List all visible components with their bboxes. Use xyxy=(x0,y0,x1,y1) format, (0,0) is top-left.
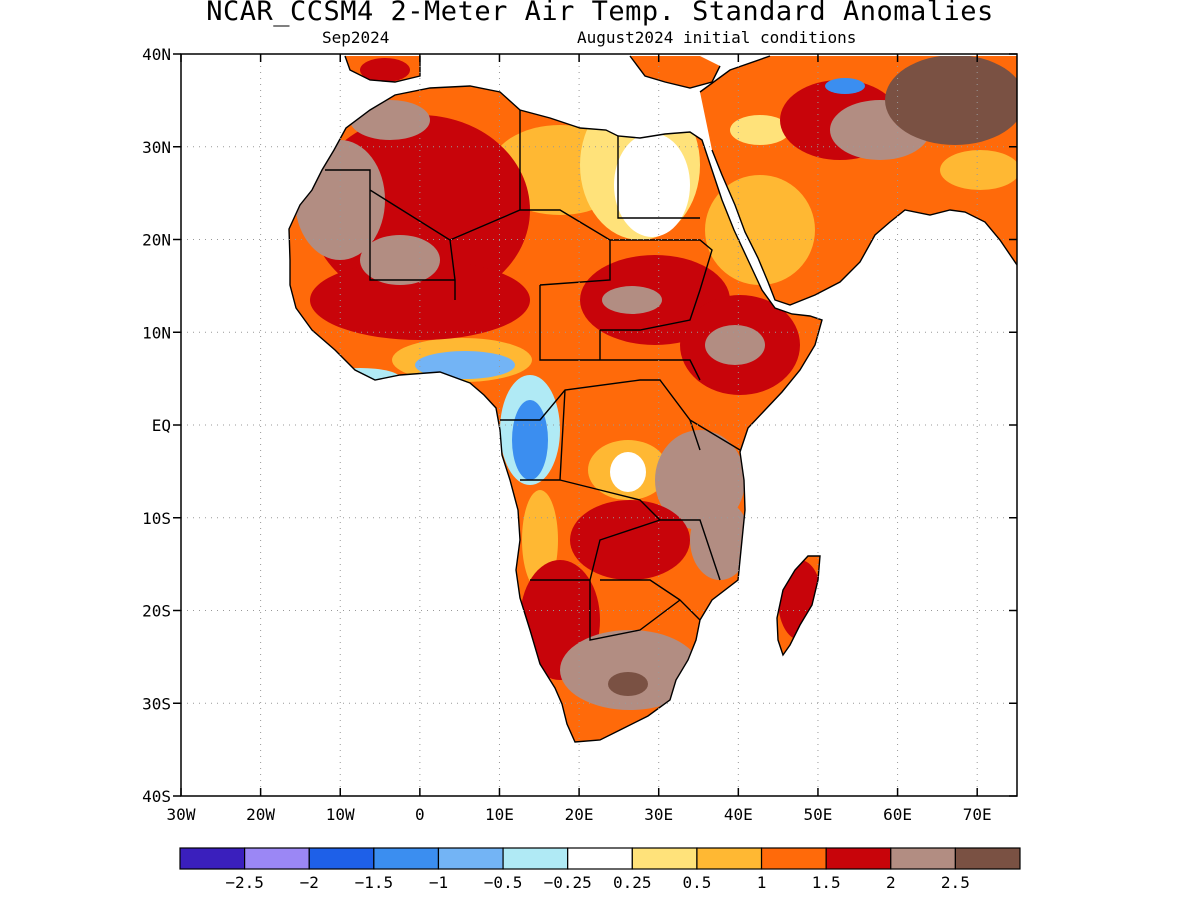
lat-label: 30S xyxy=(142,694,171,713)
colorbar-swatch xyxy=(437,847,504,870)
colorbar-label: 1.5 xyxy=(812,873,841,892)
lat-label: 30N xyxy=(142,138,171,157)
colorbar-swatch xyxy=(567,847,633,870)
lon-label: 50E xyxy=(803,805,832,824)
colorbar-swatch xyxy=(954,847,1021,870)
colorbar-label: −1.5 xyxy=(355,873,394,892)
colorbar-swatch xyxy=(308,847,375,870)
colorbar-swatch xyxy=(244,847,310,870)
colorbar-label: 2.5 xyxy=(941,873,970,892)
colorbar-swatch xyxy=(631,847,698,870)
lon-label: 20E xyxy=(565,805,594,824)
colorbar-swatch xyxy=(179,847,246,870)
forecast-month-label: Sep2024 xyxy=(322,28,390,47)
colorbar-label: −0.5 xyxy=(484,873,523,892)
colorbar-swatch xyxy=(373,847,440,870)
initial-conditions-label: August2024 initial conditions xyxy=(577,28,857,47)
colorbar-swatch xyxy=(825,847,892,870)
lat-label: 10S xyxy=(142,509,171,528)
coastlines-and-borders xyxy=(288,55,1017,743)
latitude-labels: 40N 30N 20N 10N EQ 10S 20S 30S 40S xyxy=(142,45,171,806)
map-title: NCAR_CCSM4 2-Meter Air Temp. Standard An… xyxy=(206,0,994,27)
lon-label: 10W xyxy=(326,805,355,824)
lat-label: EQ xyxy=(152,416,171,435)
colorbar-label: −2.5 xyxy=(225,873,264,892)
longitude-labels: 30W 20W 10W 0 10E 20E 30E 40E 50E 60E 70E xyxy=(167,805,992,824)
colorbar-label: −0.25 xyxy=(544,873,592,892)
lon-label: 60E xyxy=(883,805,912,824)
lon-label: 30W xyxy=(167,805,196,824)
lat-label: 40S xyxy=(142,787,171,806)
lon-label: 10E xyxy=(485,805,514,824)
lat-label: 10N xyxy=(142,323,171,342)
colorbar-label: 0.5 xyxy=(682,873,711,892)
lon-label: 30E xyxy=(644,805,673,824)
map-ticks xyxy=(173,53,1017,797)
lon-label: 70E xyxy=(963,805,992,824)
colorbar-label: −2 xyxy=(300,873,319,892)
lat-label: 20N xyxy=(142,231,171,250)
map-gridlines xyxy=(181,54,1017,796)
colorbar-label: 2 xyxy=(886,873,896,892)
lon-label: 0 xyxy=(415,805,425,824)
colorbar-swatch xyxy=(502,847,569,870)
colorbar-label: 0.25 xyxy=(613,873,652,892)
colorbar-label: −1 xyxy=(429,873,448,892)
colorbar-swatch xyxy=(760,847,827,870)
colorbar xyxy=(179,847,1021,870)
lat-label: 40N xyxy=(142,45,171,64)
colorbar-label: 1 xyxy=(757,873,767,892)
lon-label: 20W xyxy=(246,805,275,824)
lon-label: 40E xyxy=(724,805,753,824)
colorbar-swatch xyxy=(696,847,763,870)
colorbar-swatch xyxy=(890,847,956,870)
lat-label: 20S xyxy=(142,602,171,621)
colorbar-labels: −2.5 −2 −1.5 −1 −0.5 −0.25 0.25 0.5 1 1.5 2 2.5 xyxy=(225,873,969,892)
